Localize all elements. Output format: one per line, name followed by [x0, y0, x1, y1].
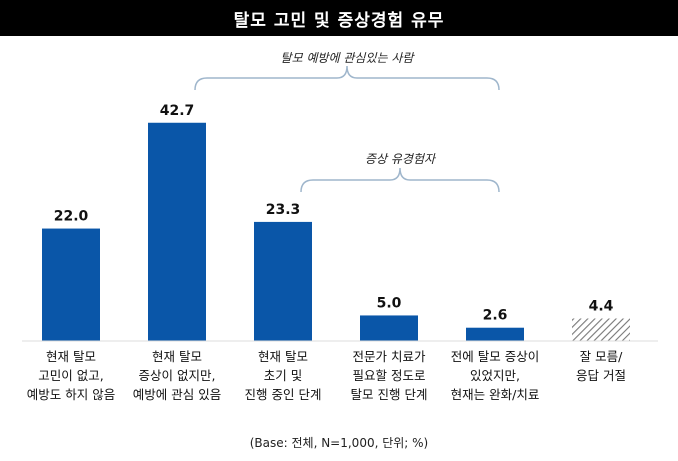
bar-6 [572, 318, 630, 341]
category-label-line: 탈모 진행 단계 [350, 387, 428, 402]
category-label-line: 잘 모름/ [579, 349, 623, 364]
bar-1 [42, 228, 100, 341]
annotation-brace-1 [194, 65, 500, 91]
category-label-line: 예방에 관심 있음 [132, 387, 222, 402]
category-label-line: 현재 탈모 [46, 349, 96, 364]
category-label-line: 초기 및 [263, 368, 303, 383]
category-label-line: 있었지만, [470, 368, 520, 383]
category-label-line: 고민이 없고, [38, 368, 104, 383]
data-label-5: 2.6 [483, 308, 508, 324]
category-label-line: 예방도 하지 않음 [26, 387, 116, 402]
annotation-label-1: 탈모 예방에 관심있는 사람 [281, 51, 416, 65]
category-label-line: 응답 거절 [576, 368, 626, 383]
category-label-line: 증상이 없지만, [138, 368, 216, 383]
category-label-6: 잘 모름/응답 거절 [545, 347, 657, 385]
base-note: (Base: 전체, N=1,000, 단위; %) [249, 436, 429, 450]
data-label-6: 4.4 [589, 299, 614, 315]
bar-3 [254, 221, 312, 341]
bar-2 [148, 122, 206, 341]
category-label-line: 진행 중인 단계 [244, 387, 322, 402]
category-label-line: 현재 탈모 [258, 349, 308, 364]
category-label-line: 현재는 완화/치료 [450, 387, 540, 402]
data-label-4: 5.0 [377, 295, 402, 311]
category-label-line: 전문가 치료가 [352, 349, 426, 364]
category-label-line: 필요할 정도로 [352, 368, 426, 383]
category-label-line: 현재 탈모 [152, 349, 202, 364]
data-label-1: 22.0 [54, 209, 89, 225]
chart-title: 탈모 고민 및 증상경험 유무 [0, 0, 678, 36]
bar-5 [466, 327, 524, 341]
data-label-2: 42.7 [160, 103, 195, 119]
bar-4 [360, 315, 418, 341]
category-label-line: 전에 탈모 증상이 [450, 349, 540, 364]
annotation-brace-2 [300, 167, 500, 193]
annotation-label-2: 증상 유경험자 [365, 152, 437, 166]
data-label-3: 23.3 [266, 202, 301, 218]
